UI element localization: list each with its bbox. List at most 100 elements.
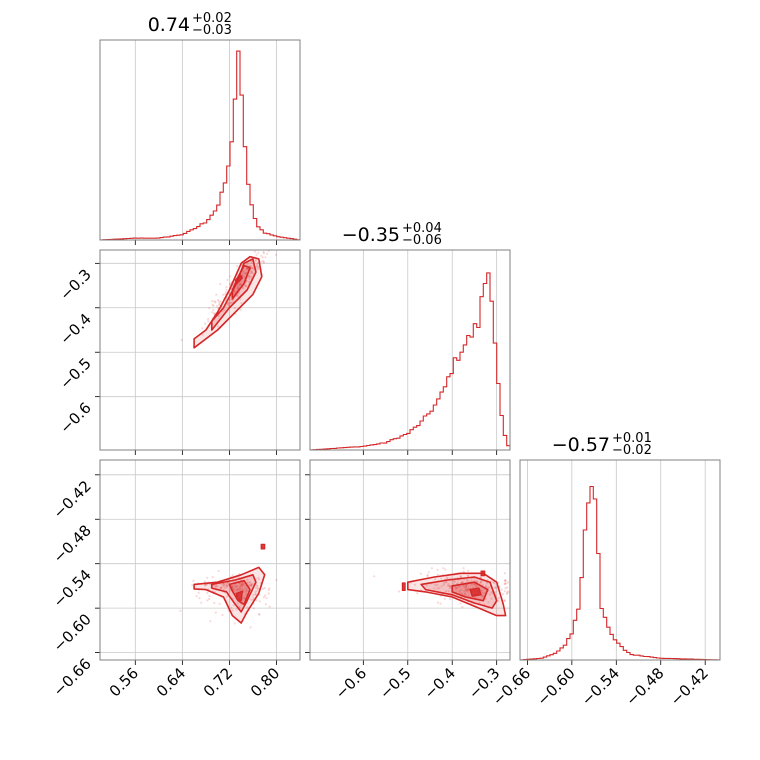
scatter-point — [220, 586, 223, 590]
scatter-point — [229, 301, 232, 304]
xtick-label-param0-1: 0.64 — [153, 664, 189, 700]
scatter-point — [245, 267, 249, 271]
scatter-point — [505, 586, 509, 589]
scatter-point — [226, 581, 230, 585]
scatter-point — [250, 262, 253, 265]
scatter-point — [504, 578, 507, 582]
scatter-point — [240, 584, 244, 587]
scatter-point — [254, 590, 257, 594]
scatter-point — [463, 589, 466, 593]
scatter-point — [206, 599, 209, 602]
scatter-point — [458, 590, 461, 593]
scatter-point — [262, 260, 265, 263]
scatter-point — [231, 574, 234, 577]
scatter-point — [445, 580, 448, 584]
scatter-point — [238, 587, 241, 591]
scatter-point — [238, 588, 241, 592]
scatter-point — [236, 589, 239, 592]
scatter-point — [257, 265, 260, 269]
scatter-point — [260, 254, 263, 257]
scatter-point — [249, 272, 252, 275]
contour-layer — [193, 255, 507, 624]
scatter-point — [426, 573, 429, 577]
scatter-point — [239, 298, 242, 301]
scatter-point — [255, 265, 258, 268]
scatter-point — [214, 611, 217, 614]
scatter-point — [242, 596, 246, 600]
scatter-point — [255, 584, 258, 587]
title-median-2: −0.57 — [552, 434, 610, 456]
panel-1-1-bg — [310, 250, 510, 450]
title-minus-2: −0.02 — [612, 443, 652, 458]
scatter-point — [256, 587, 259, 590]
scatter-point — [245, 279, 248, 282]
scatter-point — [203, 584, 207, 587]
xtick-label-param1-1: −0.5 — [376, 664, 414, 702]
scatter-point — [212, 304, 215, 307]
scatter-point — [201, 333, 204, 336]
scatter-point — [239, 588, 242, 591]
histogram-param-1 — [310, 272, 510, 450]
scatter-point — [459, 591, 462, 594]
title-param-1: −0.35 +0.04−0.06 — [342, 221, 442, 248]
scatter-point — [516, 592, 518, 594]
panel-2-0-bg — [100, 460, 300, 660]
scatter-point — [226, 303, 229, 306]
scatter-point — [442, 567, 445, 570]
scatter-point — [490, 591, 493, 594]
scatter-point — [266, 252, 269, 255]
scatter-point — [244, 284, 248, 287]
scatter-point — [201, 327, 204, 330]
scatter-point — [211, 303, 214, 306]
scatter-point — [241, 586, 244, 590]
scatter-point — [267, 592, 270, 595]
scatter-point — [481, 591, 484, 595]
title-median-1: −0.35 — [342, 224, 400, 246]
scatter-point — [515, 582, 517, 584]
scatter-point — [237, 292, 240, 295]
panel-0-0-frame — [99, 39, 301, 241]
scatter-point — [250, 267, 253, 270]
scatter-point — [225, 286, 228, 289]
scatter-point — [467, 569, 470, 572]
scatter-point — [232, 604, 235, 607]
scatter-point — [249, 626, 252, 629]
scatter-point — [250, 275, 253, 278]
scatter-point — [503, 582, 506, 585]
scatter-point — [220, 586, 223, 589]
scatter-point — [427, 571, 430, 574]
scatter-point — [215, 305, 218, 308]
scatter-point — [438, 586, 441, 590]
panels-layer — [100, 40, 720, 660]
scatter-point — [257, 268, 260, 271]
scatter-point — [236, 287, 239, 290]
scatter-point — [494, 587, 497, 590]
scatter-point — [464, 585, 467, 588]
scatter-point — [240, 603, 243, 606]
scatter-point — [236, 584, 239, 587]
scatter-point — [179, 609, 182, 612]
scatter-point — [244, 586, 247, 590]
panel-2-1-frame — [309, 459, 511, 661]
contour-2-0-island — [260, 543, 266, 550]
scatter-point — [262, 252, 265, 255]
scatter-point — [246, 578, 249, 582]
title-param-0: 0.74 +0.02−0.03 — [148, 11, 232, 38]
scatter-point — [460, 581, 463, 584]
scatter-point — [198, 597, 201, 600]
scatter-point — [248, 280, 251, 284]
scatter-point — [250, 270, 253, 273]
scatter-point — [211, 576, 214, 579]
scatter-point — [236, 294, 239, 297]
ytick-label-param2-3: −0.60 — [50, 610, 95, 655]
scatter-point — [250, 271, 253, 274]
scatter-point — [503, 582, 507, 586]
scatter-point — [261, 259, 264, 262]
scatter-point — [459, 575, 462, 579]
scatter-point — [504, 587, 507, 590]
scatter-point — [246, 263, 249, 266]
scatter-point — [448, 584, 451, 588]
scatter-point — [505, 591, 509, 594]
panel-2-2-bg — [520, 460, 720, 660]
scatter-point — [504, 580, 507, 583]
